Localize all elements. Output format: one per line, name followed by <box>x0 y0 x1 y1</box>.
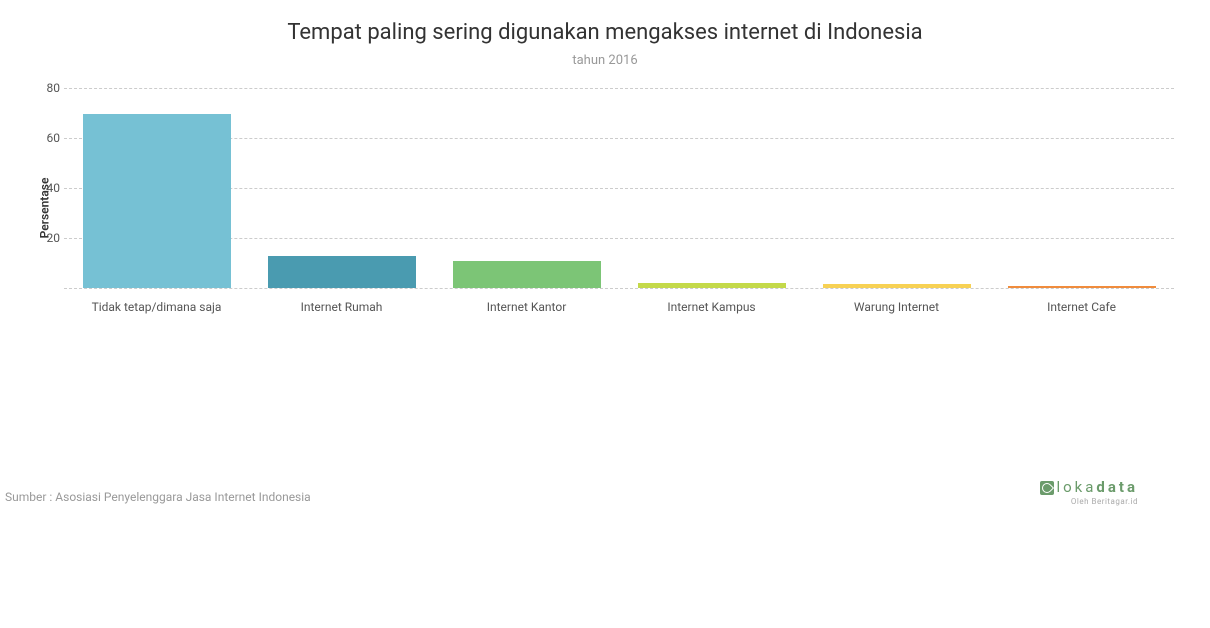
bar <box>83 114 231 288</box>
y-tick: 60 <box>36 131 60 145</box>
leaf-icon <box>1040 481 1054 495</box>
logo-suffix: data <box>1096 478 1138 496</box>
bar <box>1008 286 1156 289</box>
chart-area: Persentase 80 60 40 20 <box>20 88 1190 328</box>
bar-slot <box>434 88 619 288</box>
x-label: Internet Cafe <box>989 300 1174 314</box>
x-label: Tidak tetap/dimana saja <box>64 300 249 314</box>
bar-slot <box>64 88 249 288</box>
baseline <box>64 288 1174 289</box>
y-tick: 80 <box>36 81 60 95</box>
chart-subtitle: tahun 2016 <box>0 53 1210 68</box>
x-label: Warung Internet <box>804 300 989 314</box>
bars-container <box>64 88 1174 288</box>
chart-title: Tempat paling sering digunakan mengakses… <box>0 0 1210 45</box>
logo: lokadata Oleh Beritagar.id <box>1040 478 1138 506</box>
plot-area: 80 60 40 20 <box>64 88 1174 288</box>
y-tick: 20 <box>36 231 60 245</box>
y-tick: 40 <box>36 181 60 195</box>
x-label: Internet Kantor <box>434 300 619 314</box>
x-label: Internet Kampus <box>619 300 804 314</box>
bar <box>638 283 786 289</box>
bar <box>268 256 416 289</box>
x-labels: Tidak tetap/dimana saja Internet Rumah I… <box>64 300 1174 314</box>
logo-subtext: Oleh Beritagar.id <box>1040 497 1138 506</box>
bar-slot <box>619 88 804 288</box>
bar-slot <box>989 88 1174 288</box>
logo-prefix: loka <box>1056 478 1096 496</box>
bar <box>823 284 971 288</box>
bar-slot <box>249 88 434 288</box>
x-label: Internet Rumah <box>249 300 434 314</box>
bar-slot <box>804 88 989 288</box>
logo-text: lokadata <box>1040 478 1138 496</box>
bar <box>453 261 601 289</box>
source-text: Sumber : Asosiasi Penyelenggara Jasa Int… <box>5 490 311 504</box>
